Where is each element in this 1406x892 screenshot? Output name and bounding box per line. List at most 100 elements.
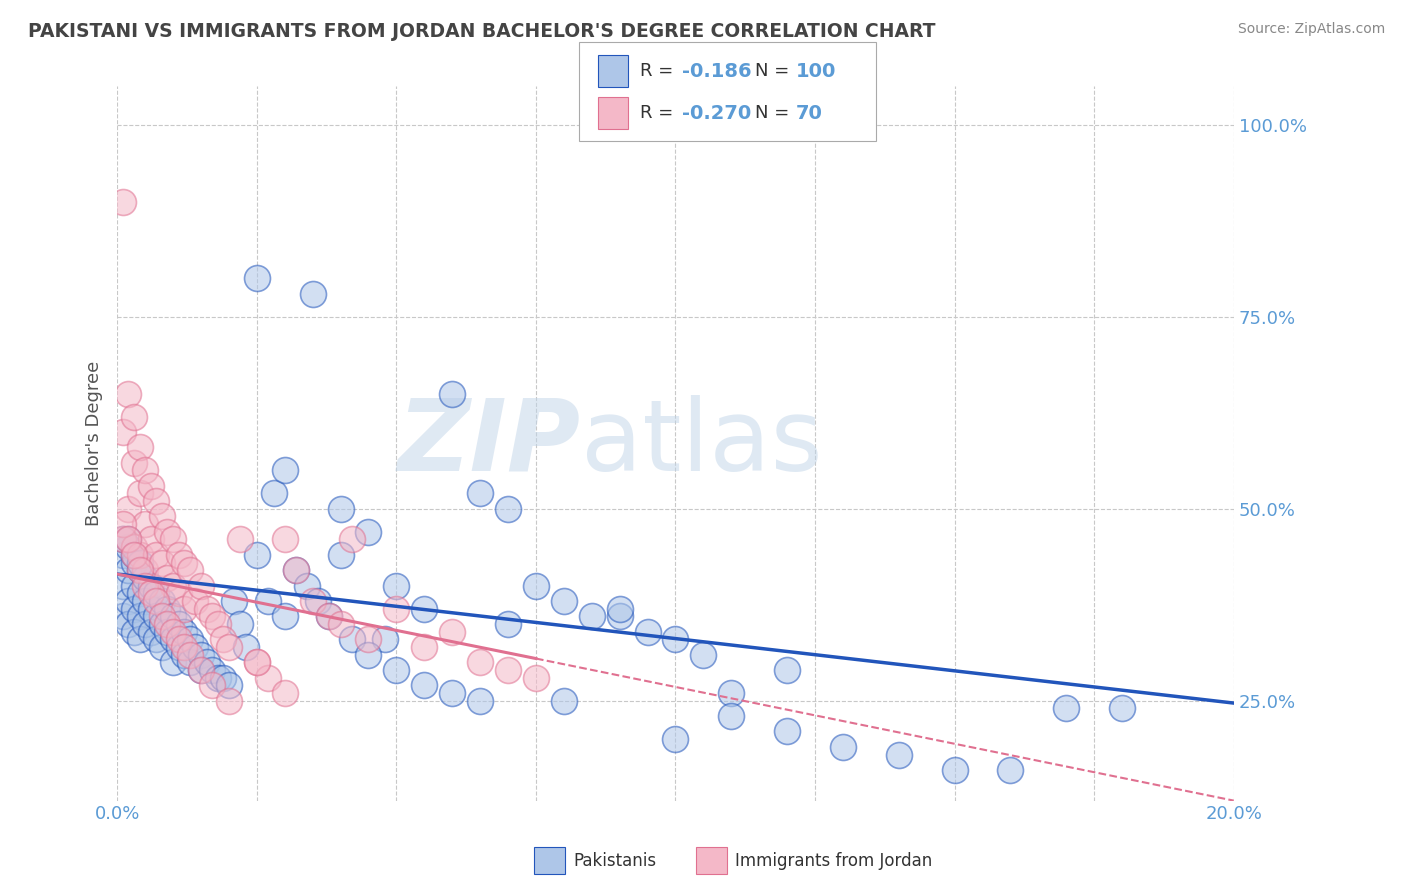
Point — [284, 563, 307, 577]
Point — [162, 656, 184, 670]
Point — [190, 663, 212, 677]
Point — [162, 533, 184, 547]
Point — [139, 601, 162, 615]
Point — [720, 686, 742, 700]
Point — [111, 578, 134, 592]
Point — [111, 533, 134, 547]
Point — [273, 463, 295, 477]
Point — [263, 486, 285, 500]
Point — [318, 609, 340, 624]
Point — [128, 563, 150, 577]
Point — [218, 694, 240, 708]
Text: R =: R = — [640, 104, 679, 122]
Point — [173, 640, 195, 654]
Point — [246, 656, 269, 670]
Point — [832, 739, 855, 754]
Point — [496, 663, 519, 677]
Point — [117, 501, 139, 516]
Point — [195, 601, 218, 615]
Point — [128, 609, 150, 624]
Point — [173, 601, 195, 615]
Point — [413, 678, 436, 692]
Point — [201, 663, 224, 677]
Point — [173, 624, 195, 639]
Point — [413, 601, 436, 615]
Point — [385, 663, 408, 677]
Point — [468, 694, 491, 708]
Point — [468, 486, 491, 500]
Point — [413, 640, 436, 654]
Point — [212, 671, 235, 685]
Point — [218, 678, 240, 692]
Point — [122, 456, 145, 470]
Point — [329, 501, 352, 516]
Point — [340, 533, 363, 547]
Text: -0.270: -0.270 — [682, 103, 751, 123]
Point — [340, 632, 363, 647]
Point — [553, 694, 575, 708]
Point — [609, 601, 631, 615]
Point — [179, 632, 201, 647]
Point — [167, 617, 190, 632]
Point — [167, 586, 190, 600]
Point — [173, 556, 195, 570]
Point — [134, 517, 156, 532]
Point — [720, 709, 742, 723]
Point — [301, 594, 323, 608]
Point — [145, 586, 167, 600]
Point — [122, 601, 145, 615]
Point — [664, 632, 686, 647]
Point — [117, 533, 139, 547]
Point — [122, 409, 145, 424]
Point — [441, 686, 464, 700]
Point — [128, 586, 150, 600]
Text: PAKISTANI VS IMMIGRANTS FROM JORDAN BACHELOR'S DEGREE CORRELATION CHART: PAKISTANI VS IMMIGRANTS FROM JORDAN BACH… — [28, 22, 935, 41]
Point — [145, 609, 167, 624]
Point — [273, 609, 295, 624]
Point — [128, 440, 150, 454]
Text: R =: R = — [640, 62, 679, 80]
Point — [195, 656, 218, 670]
Point — [357, 648, 380, 662]
Point — [329, 548, 352, 562]
Point — [156, 524, 179, 539]
Point — [329, 617, 352, 632]
Point — [190, 663, 212, 677]
Point — [111, 533, 134, 547]
Point — [128, 563, 150, 577]
Point — [207, 671, 229, 685]
Point — [385, 601, 408, 615]
Point — [218, 640, 240, 654]
Point — [357, 632, 380, 647]
Point — [156, 571, 179, 585]
Point — [1054, 701, 1077, 715]
Point — [609, 609, 631, 624]
Point — [385, 578, 408, 592]
Point — [117, 540, 139, 554]
Point — [162, 578, 184, 592]
Point — [201, 678, 224, 692]
Text: ZIP: ZIP — [398, 395, 581, 492]
Point — [887, 747, 910, 762]
Point — [201, 609, 224, 624]
Point — [184, 594, 207, 608]
Point — [117, 386, 139, 401]
Point — [145, 632, 167, 647]
Point — [128, 486, 150, 500]
Point — [943, 763, 966, 777]
Point — [212, 632, 235, 647]
Point — [134, 617, 156, 632]
Point — [122, 540, 145, 554]
Point — [139, 578, 162, 592]
Point — [524, 578, 547, 592]
Point — [637, 624, 659, 639]
Point — [295, 578, 318, 592]
Point — [776, 663, 799, 677]
Point — [235, 640, 257, 654]
Point — [150, 509, 173, 524]
Text: 70: 70 — [796, 103, 823, 123]
Point — [156, 617, 179, 632]
Text: 100: 100 — [796, 62, 837, 81]
Point — [111, 548, 134, 562]
Point — [111, 425, 134, 439]
